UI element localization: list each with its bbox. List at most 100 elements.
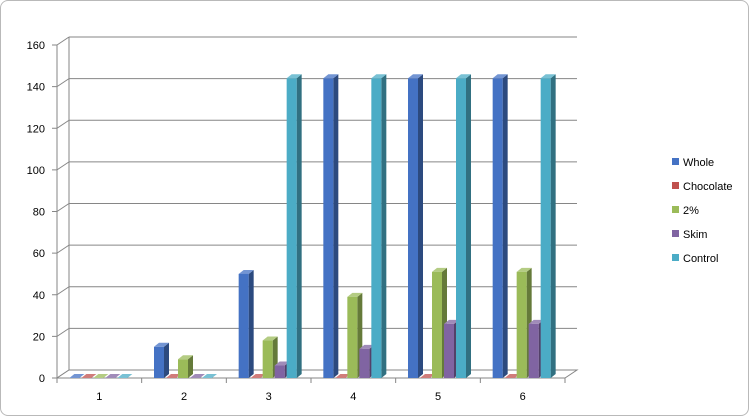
bar-front — [371, 78, 382, 379]
bar-side — [188, 355, 193, 378]
bars — [69, 74, 556, 379]
bar-front — [154, 346, 164, 378]
bar-side — [466, 74, 471, 379]
gridline-diagonal — [56, 203, 70, 212]
x-tick-label: 1 — [96, 391, 102, 403]
bar-front — [492, 78, 503, 379]
bar-skim-2 — [190, 374, 205, 378]
bar-control-6 — [540, 74, 556, 379]
bar-side — [418, 74, 423, 379]
bar-2-2 — [178, 355, 193, 378]
bar-front — [516, 271, 527, 378]
legend-label: Whole — [683, 157, 714, 169]
bar-top — [69, 374, 85, 378]
x-tick-label: 3 — [266, 391, 272, 403]
x-tick-label: 2 — [181, 391, 187, 403]
bar-chocolate-4 — [335, 374, 351, 378]
bar-control-4 — [371, 74, 387, 379]
bar-top — [371, 74, 387, 79]
bar-top — [347, 292, 363, 297]
legend-swatch — [672, 254, 679, 261]
bar-top — [528, 319, 544, 324]
y-tick-label: 100 — [27, 165, 45, 177]
bar-front — [286, 78, 297, 379]
y-tick-labels: 0 20 40 60 80 100 120 140 160 — [27, 40, 45, 385]
legend-item: Whole — [672, 157, 714, 169]
bar-top — [238, 269, 254, 274]
bar-front — [456, 78, 466, 379]
y-tick-label: 0 — [39, 373, 45, 385]
x-tick-label: 4 — [350, 391, 356, 403]
bar-side — [333, 74, 339, 379]
bar-side — [164, 342, 169, 378]
bar-top — [274, 361, 290, 366]
bar-top — [105, 374, 121, 378]
bar-whole-5 — [408, 74, 423, 379]
gridline-diagonal — [56, 36, 70, 46]
legend-swatch — [672, 230, 679, 237]
bar-top — [81, 374, 97, 378]
bar-front — [432, 271, 442, 378]
legend-swatch — [672, 182, 679, 189]
x-tick-label: 6 — [520, 391, 526, 403]
bar-top — [166, 374, 181, 378]
legend-label: Control — [683, 253, 718, 265]
bar-front — [274, 365, 285, 378]
legend-swatch — [672, 206, 679, 213]
gridline-diagonal — [56, 244, 70, 254]
y-tick-label: 60 — [33, 248, 45, 260]
gridline-diagonal — [56, 286, 70, 296]
bar-front — [359, 348, 370, 378]
bar-front — [444, 323, 454, 378]
bar-front — [540, 78, 551, 379]
bar-side — [502, 74, 508, 379]
bar-top — [262, 336, 278, 341]
legend-item: 2% — [672, 205, 699, 217]
y-tick-label: 20 — [33, 331, 45, 343]
bar-top — [93, 374, 109, 378]
bar-top — [444, 319, 459, 324]
bar-front — [347, 296, 358, 378]
bar-front — [178, 359, 188, 378]
bar-top — [178, 355, 193, 360]
bar-top — [408, 74, 423, 79]
y-tick-label: 40 — [33, 290, 45, 302]
bar-chocolate-6 — [504, 374, 520, 378]
bar-chocolate-2 — [166, 374, 181, 378]
bar-chocolate-5 — [420, 374, 435, 378]
y-tick-label: 80 — [33, 207, 45, 219]
bar-2-1 — [93, 374, 109, 378]
y-tick-label: 160 — [27, 40, 45, 52]
bar-chocolate-1 — [81, 374, 97, 378]
gridline-diagonal — [56, 78, 70, 88]
bar-top — [456, 74, 471, 79]
bar-control-1 — [117, 374, 133, 378]
bar-top — [286, 74, 302, 79]
bar-whole-4 — [323, 74, 339, 379]
legend-swatch — [672, 158, 679, 165]
bar-control-3 — [286, 74, 302, 379]
bar-front — [408, 78, 418, 379]
bar-top — [154, 342, 169, 347]
bar-control-2 — [202, 374, 217, 378]
legend-label: Skim — [683, 229, 707, 241]
bar-top — [492, 74, 508, 79]
gridline-diagonal — [56, 327, 70, 337]
legend-item: Chocolate — [672, 181, 733, 193]
bar-front — [262, 340, 273, 378]
x-tick-label: 5 — [435, 391, 441, 403]
bar-side — [550, 74, 556, 379]
bar-top — [117, 374, 133, 378]
bar-top — [250, 374, 266, 378]
y-tick-label: 120 — [27, 123, 45, 135]
x-tick-labels: 1 2 3 4 5 6 — [96, 391, 525, 403]
gridline-diagonal — [56, 119, 70, 129]
legend-item: Skim — [672, 229, 707, 241]
bar-whole-1 — [69, 374, 85, 378]
bar-side — [381, 74, 387, 379]
bar-chocolate-3 — [250, 374, 266, 378]
bar-whole-3 — [238, 269, 254, 378]
legend-label: Chocolate — [683, 181, 733, 193]
y-tick-label: 140 — [27, 82, 45, 94]
